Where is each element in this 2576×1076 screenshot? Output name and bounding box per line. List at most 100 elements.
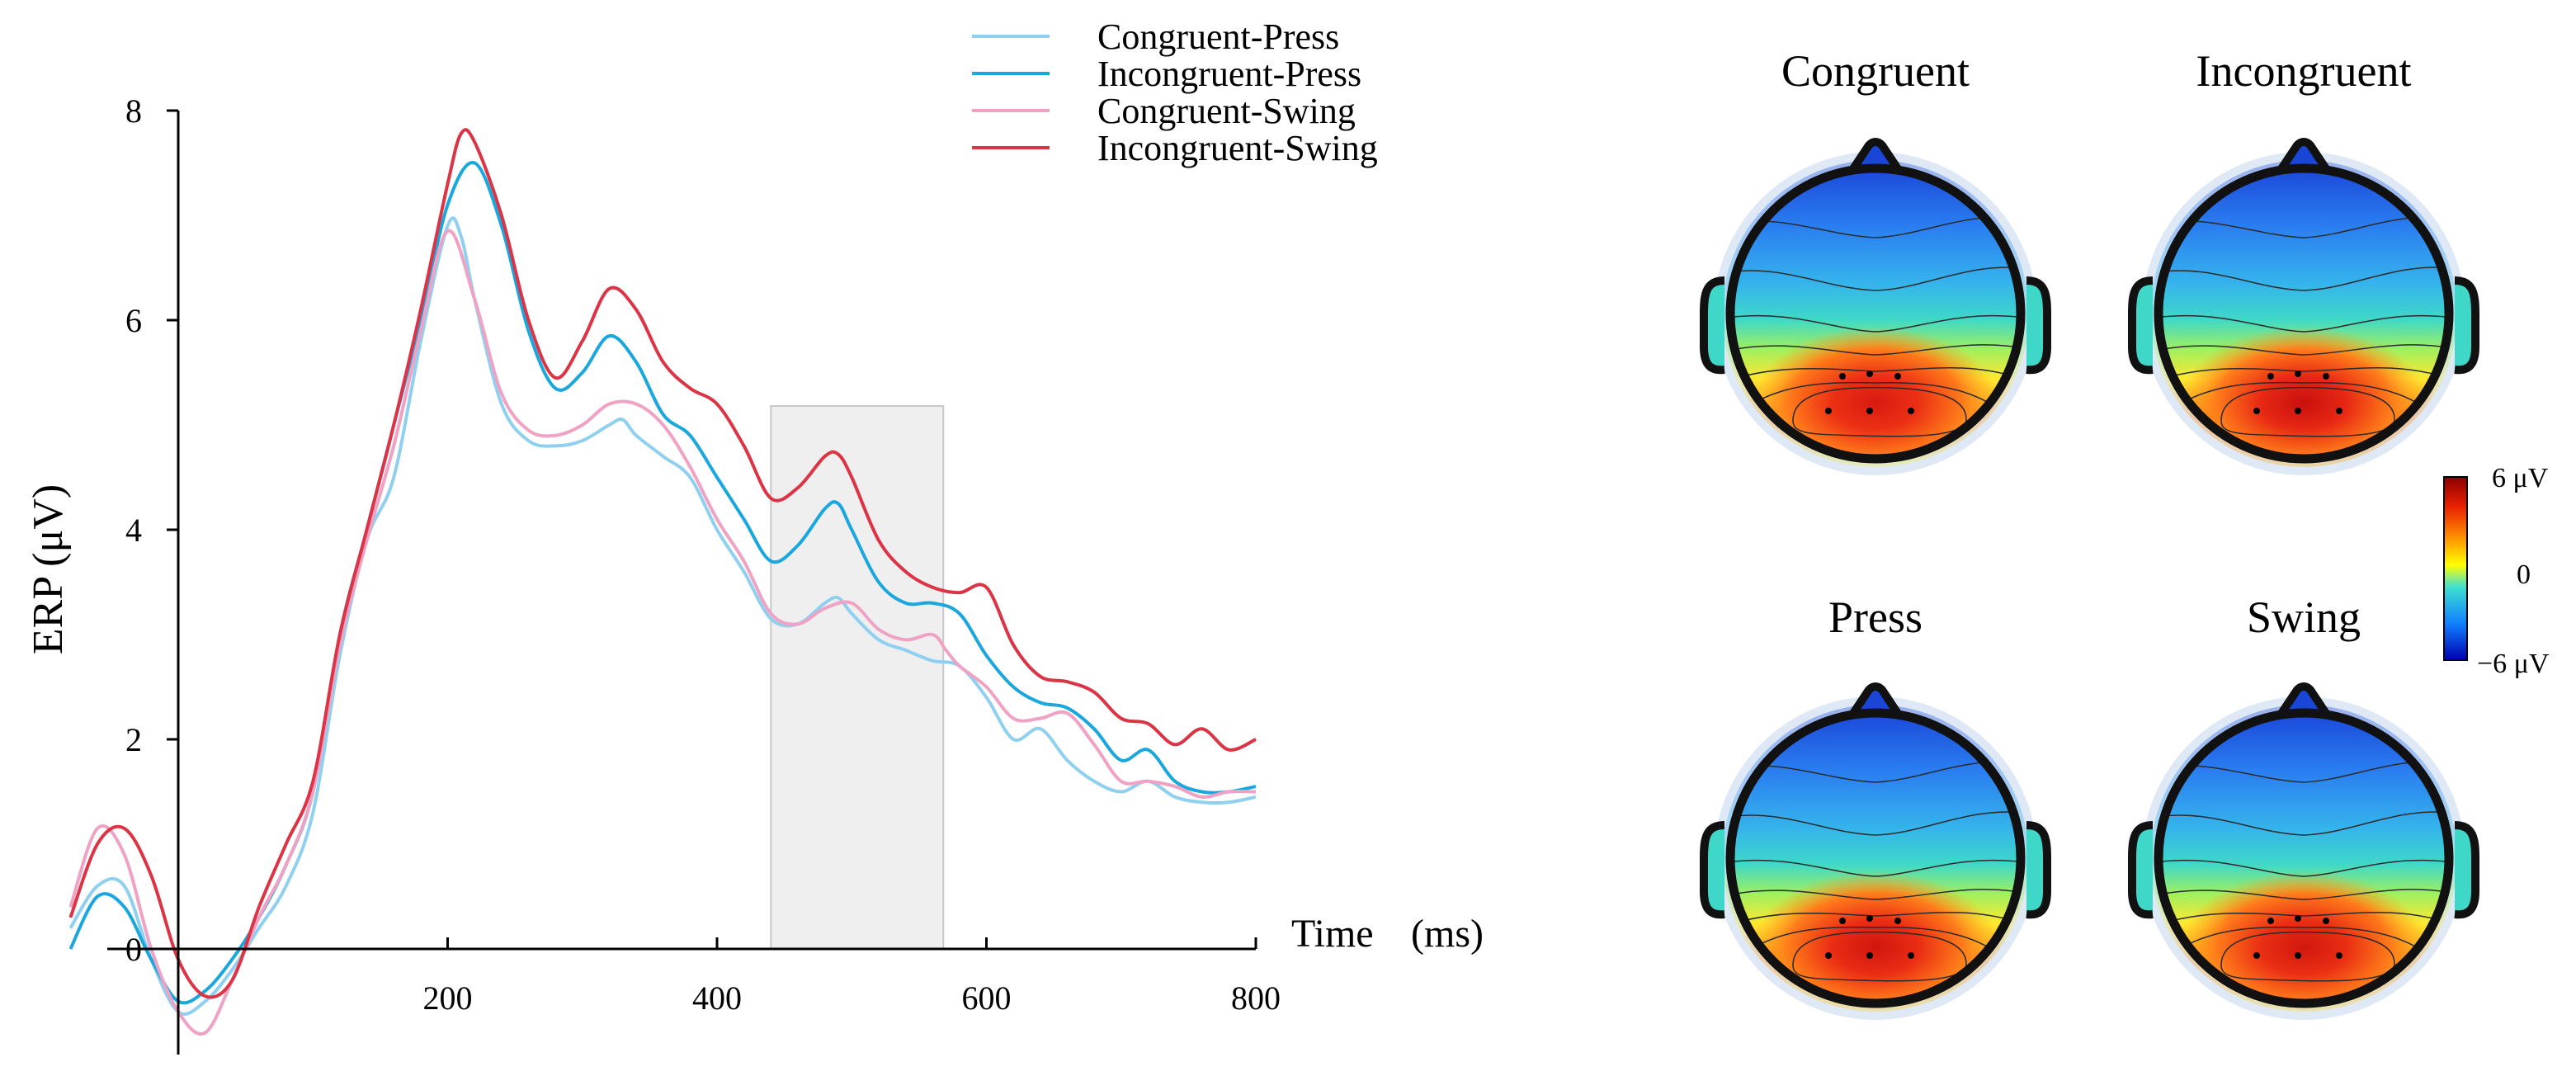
contour-line: [1739, 381, 2008, 418]
right-ear: [2026, 821, 2051, 919]
topomap-label: Swing: [2247, 592, 2361, 642]
head-outline: [1725, 708, 2026, 1008]
electrode-marker: [1825, 952, 1832, 959]
colorbar: 6 μV 0 −6 μV: [2443, 463, 2550, 679]
erp-line-chart: 200 400 600 800 0 2 4 6 8 Time (ms) ERP (μV) Co…: [25, 17, 1484, 1055]
contour-line: [1730, 267, 2021, 291]
electrode-marker: [2295, 408, 2301, 414]
contour-line: [2167, 381, 2437, 418]
x-axis-unit: (ms): [1411, 912, 1484, 956]
topomap-congruent: [1700, 138, 2051, 475]
x-ticks: 200 400 600 800: [423, 937, 1281, 1017]
contour-line: [2158, 889, 2449, 900]
left-ear: [1700, 821, 1725, 919]
contour-line: [2158, 912, 2449, 925]
x-tick-label: 600: [962, 979, 1012, 1017]
contour-line: [1792, 931, 1967, 982]
electrode-marker: [2336, 408, 2342, 414]
electrode-marker: [1839, 373, 1846, 380]
topomap-press: [1700, 682, 2051, 1020]
head-outline: [1725, 163, 2026, 464]
nose: [2276, 138, 2331, 172]
left-ear: [2128, 276, 2154, 375]
contour-line: [1792, 386, 1967, 437]
topomap-grid: Congruent Incongruent Press Swing: [1700, 46, 2479, 1020]
contour-line: [1730, 216, 2021, 238]
electrode-marker: [2295, 952, 2301, 959]
contour-line: [1730, 367, 2021, 380]
right-ear: [2026, 276, 2051, 375]
contour-line: [2220, 386, 2395, 437]
series-line-incongruent-swing: [68, 128, 1257, 999]
x-axis-label: Time: [1291, 912, 1374, 956]
right-ear: [2454, 821, 2479, 919]
electrode-marker: [1866, 370, 1873, 377]
contour-line: [1730, 811, 2021, 836]
electrode-marker: [2323, 918, 2329, 924]
legend-label: Incongruent-Swing: [1097, 128, 1378, 168]
electrode-marker: [1894, 918, 1901, 924]
highlight-window: [770, 405, 945, 950]
electrode-marker: [2336, 952, 2342, 959]
legend-label: Congruent-Swing: [1097, 91, 1356, 131]
colorbar-max-label: 6 μV: [2492, 463, 2549, 493]
electrode-marker: [2253, 952, 2260, 959]
head-outline: [2154, 163, 2454, 464]
topomap-swing: [2128, 682, 2479, 1020]
contour-line: [1730, 314, 2021, 333]
contour-line: [1730, 859, 2021, 877]
y-tick-label: 0: [125, 931, 142, 968]
contour-line: [2158, 344, 2449, 356]
y-tick-label: 4: [125, 512, 142, 549]
y-tick-label: 2: [125, 721, 142, 758]
topomap-label: Incongruent: [2196, 46, 2412, 96]
right-ear: [2454, 276, 2479, 375]
electrode-marker: [2323, 373, 2329, 380]
electrode-marker: [1908, 408, 1914, 414]
series-line-congruent-swing: [68, 229, 1257, 1036]
electrode-marker: [1894, 373, 1901, 380]
topomap-label: Press: [1828, 592, 1923, 642]
electrode-marker: [1825, 408, 1832, 414]
series-line-incongruent-press: [68, 161, 1257, 1005]
electrode-marker: [2295, 915, 2301, 922]
y-ticks: 0 2 4 6 8: [125, 92, 178, 968]
series-layer: [68, 128, 1257, 1036]
x-tick-label: 800: [1231, 979, 1281, 1017]
contour-line: [2158, 859, 2449, 877]
series-line-congruent-press: [68, 216, 1257, 1016]
contour-line: [2158, 761, 2449, 783]
topomap-incongruent: [2128, 138, 2479, 475]
y-tick-label: 6: [125, 302, 142, 339]
electrode-marker: [2253, 408, 2260, 414]
contour-line: [2158, 267, 2449, 291]
electrode-marker: [1908, 952, 1914, 959]
left-ear: [2128, 821, 2154, 919]
contour-line: [2158, 811, 2449, 836]
nose: [1848, 682, 1903, 717]
contour-line: [2167, 926, 2437, 962]
head-outline: [2154, 708, 2454, 1008]
colorbar-mid-label: 0: [2517, 559, 2531, 590]
contour-line: [1739, 926, 2008, 962]
legend-label: Congruent-Press: [1097, 17, 1339, 57]
colorbar-gradient: [2443, 476, 2468, 661]
electrode-marker: [1839, 918, 1846, 924]
electrode-marker: [1866, 915, 1873, 922]
contour-line: [1730, 344, 2021, 356]
x-tick-label: 400: [692, 979, 742, 1017]
y-axis-label: ERP (μV): [25, 484, 72, 655]
electrode-marker: [2295, 370, 2301, 377]
electrode-marker: [1866, 408, 1873, 414]
contour-line: [2158, 216, 2449, 238]
legend: Congruent-PressIncongruent-PressCongruen…: [972, 17, 1378, 168]
x-tick-label: 200: [423, 979, 473, 1017]
topomap-label: Congruent: [1781, 46, 1970, 96]
electrode-marker: [2267, 918, 2274, 924]
nose: [2276, 682, 2331, 717]
contour-line: [2158, 314, 2449, 333]
y-tick-label: 8: [125, 92, 142, 130]
contour-line: [2220, 931, 2395, 982]
colorbar-min-label: −6 μV: [2477, 649, 2550, 679]
